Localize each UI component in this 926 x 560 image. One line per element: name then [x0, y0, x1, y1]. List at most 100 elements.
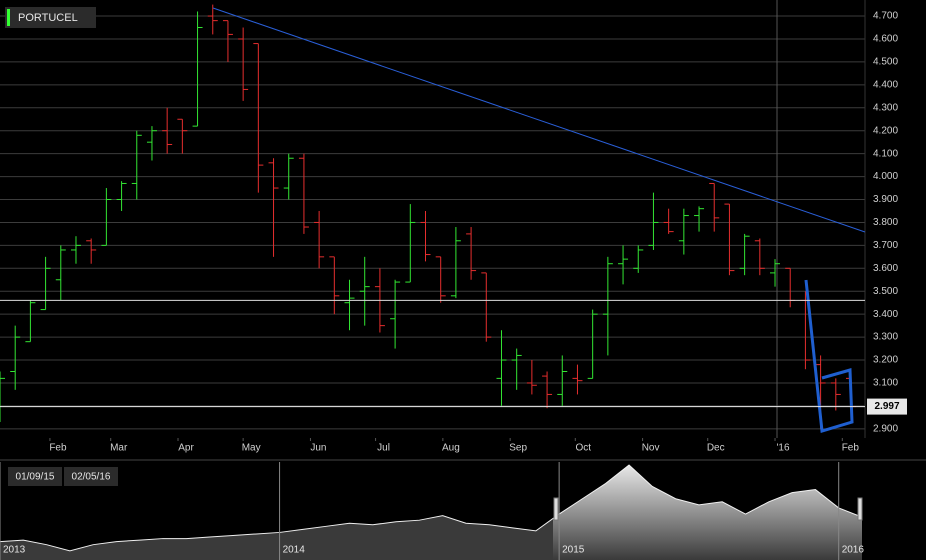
ohlc-bar — [618, 245, 629, 285]
x-tick-label: Oct — [576, 443, 592, 454]
y-tick-label: 4.600 — [873, 34, 898, 45]
ohlc-bar — [724, 203, 735, 276]
y-tick-label: 3.200 — [873, 355, 898, 366]
ohlc-bar — [739, 233, 750, 276]
x-tick-label: Mar — [110, 443, 128, 454]
range-handle[interactable] — [553, 497, 559, 521]
ohlc-bar — [663, 208, 674, 234]
ohlc-bar — [435, 256, 446, 303]
ohlc-bar — [70, 236, 81, 264]
range-end[interactable]: 02/05/16 — [72, 472, 111, 483]
ohlc-bar — [192, 11, 203, 127]
y-tick-label: 3.400 — [873, 309, 898, 320]
last-price-label: 2.997 — [874, 401, 899, 412]
ohlc-bar — [329, 256, 340, 315]
y-tick-label: 4.200 — [873, 125, 898, 136]
ohlc-bar — [25, 300, 36, 343]
y-tick-label: 4.700 — [873, 11, 898, 22]
ohlc-bar — [678, 208, 689, 255]
x-tick-label: Aug — [442, 443, 460, 454]
ohlc-bar — [268, 158, 279, 257]
ohlc-bar — [86, 238, 97, 264]
y-tick-label: 3.900 — [873, 194, 898, 205]
ohlc-bar — [526, 360, 537, 395]
y-tick-label: 3.500 — [873, 286, 898, 297]
x-tick-label: Feb — [842, 443, 860, 454]
trend-line — [212, 7, 866, 233]
ohlc-bar — [344, 279, 355, 331]
navigator-line — [0, 464, 863, 552]
x-tick-label: Jun — [310, 443, 326, 454]
y-tick-label: 4.500 — [873, 57, 898, 68]
ohlc-bar — [572, 364, 583, 395]
ohlc-bar — [511, 348, 522, 390]
ohlc-bar — [542, 371, 553, 409]
navigator-area-selected — [553, 465, 862, 560]
ohlc-bar — [55, 245, 66, 301]
ohlc-bar — [222, 20, 233, 62]
ohlc-bar — [648, 192, 659, 250]
ohlc-bar — [830, 378, 841, 411]
x-tick-label: Dec — [707, 443, 725, 454]
ohlc-bar — [496, 330, 507, 406]
ohlc-bar — [390, 279, 401, 349]
ohlc-bar — [359, 256, 370, 326]
ohlc-bar — [283, 153, 294, 200]
ohlc-bar — [162, 107, 173, 154]
ohlc-bar — [177, 118, 188, 154]
y-tick-label: 4.400 — [873, 79, 898, 90]
ohlc-bar — [770, 259, 781, 287]
x-tick-label: Nov — [642, 443, 660, 454]
year-label: 2013 — [3, 545, 26, 556]
ohlc-bar — [694, 206, 705, 232]
y-tick-label: 4.300 — [873, 102, 898, 113]
x-tick-label: Apr — [178, 443, 194, 454]
y-tick-label: 3.700 — [873, 240, 898, 251]
y-tick-label: 4.000 — [873, 171, 898, 182]
ohlc-bar — [101, 188, 112, 246]
ohlc-bar — [131, 130, 142, 200]
pattern-drawing — [804, 279, 854, 433]
ohlc-bar — [0, 371, 5, 422]
range-start[interactable]: 01/09/15 — [16, 472, 55, 483]
y-tick-label: 3.600 — [873, 263, 898, 274]
ohlc-bar — [602, 256, 613, 356]
year-label: 2016 — [842, 545, 865, 556]
ohlc-bar — [481, 272, 492, 342]
ohlc-bar — [557, 355, 568, 406]
x-tick-label: May — [242, 443, 261, 454]
ohlc-bar — [450, 227, 461, 299]
x-tick-label: Sep — [509, 443, 527, 454]
y-tick-label: 4.100 — [873, 148, 898, 159]
ohlc-bar — [146, 126, 157, 161]
x-tick-label: Jul — [377, 443, 390, 454]
last-price-box — [867, 398, 907, 415]
ohlc-bar — [633, 245, 644, 273]
y-tick-label: 3.300 — [873, 332, 898, 343]
title-marker — [7, 9, 10, 26]
y-tick-label: 3.100 — [873, 378, 898, 389]
range-handle[interactable] — [857, 497, 863, 521]
title-box — [5, 7, 96, 28]
ohlc-bar — [709, 182, 720, 232]
year-label: 2014 — [283, 545, 306, 556]
y-tick-label: 2.900 — [873, 423, 898, 434]
x-tick-label: Feb — [49, 443, 67, 454]
ohlc-bar — [466, 227, 477, 280]
ohlc-bar — [253, 43, 264, 193]
ohlc-bar — [420, 210, 431, 262]
ohlc-bar — [754, 238, 765, 276]
range-start-box[interactable] — [8, 467, 62, 486]
ohlc-bar — [298, 153, 309, 234]
ohlc-bar — [207, 4, 218, 35]
range-end-box[interactable] — [64, 467, 118, 486]
chart-title: PORTUCEL — [18, 12, 78, 24]
ohlc-bar — [10, 325, 21, 390]
ohlc-bar — [405, 204, 416, 283]
ohlc-bar — [314, 210, 325, 269]
ohlc-bar — [238, 27, 249, 101]
year-label: 2015 — [562, 545, 585, 556]
ohlc-bar — [587, 309, 598, 379]
x-tick-label: '16 — [776, 443, 789, 454]
